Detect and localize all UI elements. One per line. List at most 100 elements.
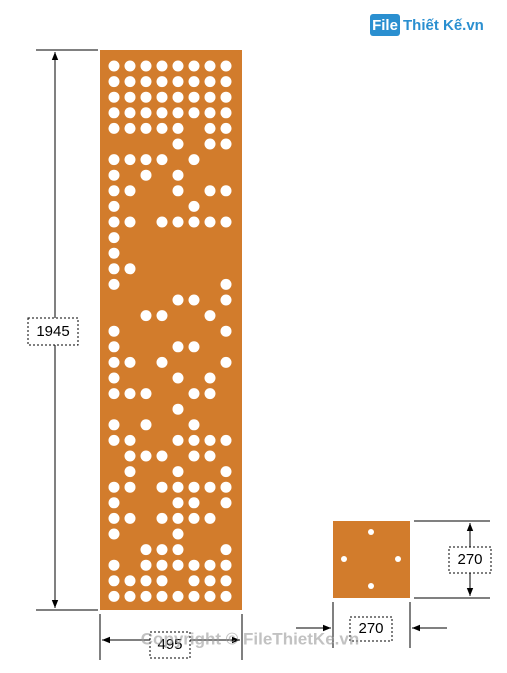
hole [172,341,184,353]
panel-height: 1945 [36,323,69,340]
hole [204,481,216,493]
hole [124,263,136,275]
hole [156,544,168,556]
hole [172,372,184,384]
hole [156,216,168,228]
hole [156,76,168,88]
hole [108,263,120,275]
hole [188,481,200,493]
hole [108,356,120,368]
hole [124,388,136,400]
hole [172,76,184,88]
hole [220,559,232,571]
hole [124,450,136,462]
hole [156,91,168,103]
hole [108,372,120,384]
hole [204,216,216,228]
hole [124,122,136,134]
logo-box [370,14,400,36]
panel-width: 495 [157,636,182,653]
hole [172,294,184,306]
hole [204,372,216,384]
hole [220,122,232,134]
hole [108,528,120,540]
hole [108,60,120,72]
holes [108,60,232,602]
hole [172,544,184,556]
hole [156,575,168,587]
hole [172,466,184,478]
hole [108,497,120,509]
hole [204,590,216,602]
hole [108,434,120,446]
hole [204,434,216,446]
hole [204,575,216,587]
hole [188,590,200,602]
hole [188,107,200,119]
hole [204,185,216,197]
hole [204,122,216,134]
hole [172,559,184,571]
hole [172,169,184,181]
hole [172,138,184,150]
hole [140,154,152,166]
hole [140,450,152,462]
hole [172,512,184,524]
hole [204,76,216,88]
hole [188,60,200,72]
hole [140,76,152,88]
hole [188,200,200,212]
label-box [448,546,492,574]
hole [188,419,200,431]
hole [220,481,232,493]
hole [124,466,136,478]
hole [172,216,184,228]
hole [172,107,184,119]
hole [156,590,168,602]
hole [108,122,120,134]
hole [156,450,168,462]
hole [172,434,184,446]
hole [140,60,152,72]
logo-text: Thiết Kế.vn [403,17,484,34]
hole [140,559,152,571]
hole [124,76,136,88]
hole [124,575,136,587]
hole [204,91,216,103]
panel [100,50,242,610]
hole [368,583,374,589]
hole [172,481,184,493]
hole [156,310,168,322]
label-box [27,317,79,346]
hole [188,450,200,462]
hole [220,590,232,602]
hole [108,200,120,212]
hole [140,91,152,103]
hole [220,544,232,556]
hole [108,76,120,88]
hole [172,528,184,540]
hole [156,512,168,524]
hole [220,60,232,72]
hole [156,60,168,72]
hole [220,294,232,306]
hole [220,185,232,197]
hole [140,590,152,602]
hole [156,559,168,571]
hole [124,91,136,103]
hole [204,512,216,524]
hole [140,575,152,587]
detail-width: 270 [358,620,383,637]
detail-height: 270 [457,551,482,568]
hole [156,481,168,493]
hole [172,403,184,415]
hole [220,138,232,150]
hole [220,91,232,103]
logo-box-text: File [372,17,398,34]
hole [188,512,200,524]
hole [108,481,120,493]
hole [204,388,216,400]
hole [220,278,232,290]
hole [172,497,184,509]
